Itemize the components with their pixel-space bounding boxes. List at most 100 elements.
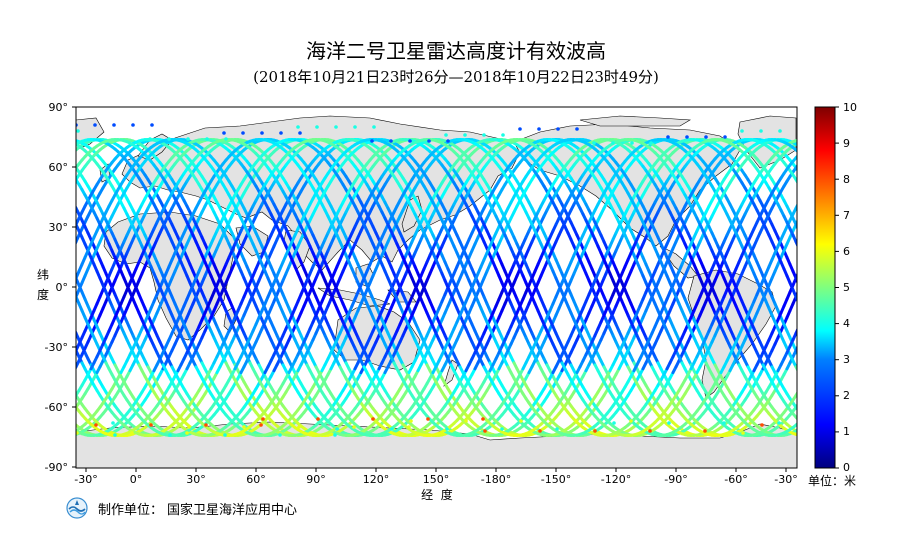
track-segment bbox=[70, 153, 73, 156]
track-segment bbox=[49, 290, 52, 297]
track-segment bbox=[34, 363, 37, 369]
track-segment bbox=[19, 140, 22, 141]
track-segment bbox=[802, 424, 805, 427]
track-segment bbox=[16, 201, 19, 207]
track-segment bbox=[808, 195, 811, 201]
track-segment bbox=[811, 380, 814, 385]
track-segment bbox=[841, 150, 844, 153]
track-segment bbox=[844, 414, 847, 418]
track-segment bbox=[22, 399, 25, 403]
track-segment bbox=[34, 378, 37, 383]
track-segment bbox=[67, 191, 70, 196]
track-segment bbox=[55, 141, 58, 142]
track-segment bbox=[22, 171, 25, 175]
track-segment bbox=[853, 428, 856, 430]
track-segment bbox=[808, 251, 811, 258]
track-segment bbox=[25, 433, 28, 434]
track-segment bbox=[70, 411, 73, 415]
track-segment bbox=[838, 420, 841, 423]
track-segment bbox=[22, 141, 25, 142]
track-segment bbox=[19, 430, 22, 432]
track-segment bbox=[853, 169, 856, 173]
track-segment bbox=[49, 429, 52, 431]
track-segment bbox=[67, 415, 70, 418]
track-segment bbox=[58, 157, 61, 160]
track-segment bbox=[37, 418, 40, 421]
track-segment bbox=[847, 229, 850, 235]
track-segment bbox=[22, 172, 25, 176]
track-segment bbox=[37, 151, 40, 154]
track-segment bbox=[19, 394, 22, 399]
track-segment bbox=[802, 415, 805, 418]
track-segment bbox=[841, 376, 844, 381]
track-segment bbox=[67, 311, 70, 318]
track-segment bbox=[811, 157, 814, 160]
track-segment bbox=[46, 427, 49, 429]
track-segment bbox=[37, 201, 40, 207]
track-segment bbox=[25, 351, 28, 357]
track-segment bbox=[31, 427, 34, 429]
track-segment bbox=[799, 385, 802, 390]
page-subtitle: (2018年10月21日23时26分—2018年10月22日23时49分) bbox=[253, 68, 659, 86]
track-segment bbox=[43, 394, 46, 399]
track-segment bbox=[799, 411, 802, 415]
track-segment bbox=[34, 415, 37, 418]
track-segment bbox=[25, 344, 28, 350]
track-segment bbox=[58, 434, 61, 435]
track-segment bbox=[805, 435, 808, 436]
track-segment bbox=[43, 206, 46, 212]
track-segment bbox=[55, 357, 58, 363]
track-segment bbox=[853, 216, 856, 222]
track-segment bbox=[49, 180, 52, 185]
track-segment bbox=[70, 304, 73, 311]
track-segment bbox=[799, 160, 802, 164]
track-segment bbox=[25, 224, 28, 230]
track-segment bbox=[811, 313, 814, 320]
track-segment bbox=[43, 331, 46, 338]
track-segment bbox=[37, 186, 40, 191]
track-segment bbox=[40, 435, 43, 436]
track-segment bbox=[19, 363, 22, 369]
track-segment bbox=[46, 141, 49, 142]
track-segment bbox=[43, 157, 46, 160]
track-segment bbox=[28, 202, 31, 208]
track-segment bbox=[28, 297, 31, 304]
track-segment bbox=[67, 378, 70, 383]
track-segment bbox=[55, 427, 58, 429]
track-segment bbox=[22, 283, 25, 290]
track-segment bbox=[802, 434, 805, 435]
track-segment bbox=[808, 244, 811, 251]
track-segment bbox=[43, 140, 46, 141]
track-segment bbox=[802, 394, 805, 399]
track-segment bbox=[70, 338, 73, 345]
track-segment bbox=[808, 154, 811, 157]
track-segment bbox=[31, 264, 34, 271]
track-segment bbox=[37, 374, 40, 380]
track-segment bbox=[22, 214, 25, 220]
track-segment bbox=[43, 434, 46, 435]
track-segment bbox=[40, 151, 43, 154]
track-segment bbox=[34, 190, 37, 195]
track-segment bbox=[850, 392, 853, 397]
track-segment bbox=[16, 389, 19, 394]
page-title: 海洋二号卫星雷达高度计有效波高 bbox=[306, 39, 606, 63]
track-segment bbox=[850, 294, 853, 301]
track-segment bbox=[799, 338, 802, 345]
track-segment bbox=[67, 424, 70, 427]
track-segment bbox=[46, 385, 49, 390]
track-segment bbox=[16, 435, 19, 436]
track-segment bbox=[58, 257, 61, 264]
track-segment bbox=[25, 333, 28, 340]
track-segment bbox=[838, 199, 841, 205]
track-segment bbox=[838, 184, 841, 189]
track-segment bbox=[805, 244, 808, 251]
track-segment bbox=[847, 340, 850, 346]
track-segment bbox=[49, 278, 52, 285]
track-segment bbox=[28, 429, 31, 431]
track-segment bbox=[70, 184, 73, 189]
track-segment bbox=[16, 269, 19, 276]
track-segment bbox=[70, 248, 73, 255]
track-segment bbox=[805, 418, 808, 421]
track-segment bbox=[838, 304, 841, 311]
